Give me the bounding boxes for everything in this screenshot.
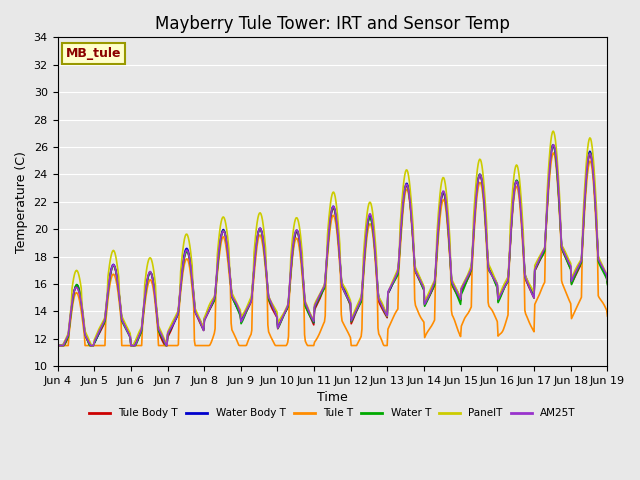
Legend: Tule Body T, Water Body T, Tule T, Water T, PanelT, AM25T: Tule Body T, Water Body T, Tule T, Water… [85,404,580,422]
Line: Water T: Water T [58,145,607,346]
X-axis label: Time: Time [317,391,348,404]
Tule Body T [54,343,61,348]
Water Body T [205,307,213,313]
Water Body T [604,278,611,284]
Water Body T [399,198,407,204]
PanelT [415,273,423,279]
Y-axis label: Temperature (C): Temperature (C) [15,151,28,252]
Tule T [120,343,128,348]
Tule T [63,343,71,348]
PanelT [176,288,184,294]
Text: MB_tule: MB_tule [66,47,121,60]
Water T [205,307,213,313]
Title: Mayberry Tule Tower: IRT and Sensor Temp: Mayberry Tule Tower: IRT and Sensor Temp [155,15,510,33]
Tule T [176,297,184,303]
Tule Body T [604,280,611,286]
Water Body T [120,321,128,327]
PanelT [63,332,71,338]
AM25T [604,277,611,283]
Tule Body T [120,321,128,327]
AM25T [549,142,557,148]
AM25T [120,322,128,327]
Water T [415,277,423,283]
Tule T [604,313,611,319]
Tule T [399,206,407,212]
Tule T [54,343,61,348]
Tule T [205,343,213,348]
AM25T [415,276,423,281]
Water Body T [415,275,423,280]
PanelT [549,128,557,134]
Tule Body T [176,291,184,297]
Tule Body T [205,308,213,314]
Water Body T [176,291,184,297]
PanelT [54,343,61,348]
AM25T [176,291,184,297]
Tule Body T [63,336,71,342]
Water T [549,142,557,148]
Line: Tule T: Tule T [58,153,607,346]
Line: Tule Body T: Tule Body T [58,145,607,346]
Water Body T [63,335,71,341]
Line: Water Body T: Water Body T [58,144,607,346]
Water T [399,199,407,205]
Line: AM25T: AM25T [58,145,607,346]
Tule T [415,312,423,317]
PanelT [205,303,213,309]
Tule Body T [549,143,557,148]
AM25T [205,308,213,313]
Tule T [549,150,557,156]
PanelT [120,318,128,324]
Tule Body T [399,200,407,206]
Water Body T [54,343,61,348]
Water T [120,323,128,328]
AM25T [399,198,407,204]
Water T [176,292,184,298]
AM25T [63,334,71,340]
PanelT [604,277,611,283]
Water T [604,282,611,288]
Water Body T [549,142,557,147]
PanelT [399,184,407,190]
Tule Body T [415,277,423,283]
Water T [54,343,61,348]
AM25T [54,343,61,348]
Line: PanelT: PanelT [58,131,607,346]
Water T [63,336,71,341]
